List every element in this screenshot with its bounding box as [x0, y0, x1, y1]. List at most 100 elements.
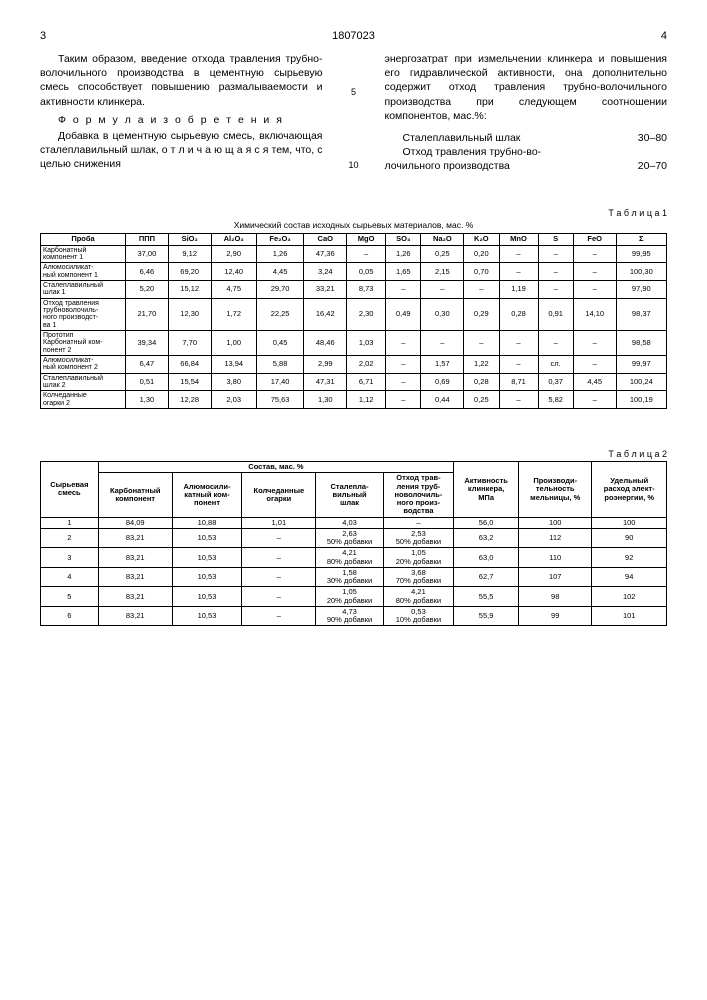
t1-cell: –	[499, 245, 538, 263]
t1-cell: 33,21	[304, 281, 347, 299]
t1-cell: 12,30	[168, 298, 211, 330]
comp2-value: 20–70	[638, 159, 667, 173]
t1-cell: 1,30	[126, 391, 169, 409]
t2-cell: 62,7	[454, 567, 519, 587]
t2-cell: 3,68 70% добавки	[383, 567, 454, 587]
t2-cell: 0,53 10% добавки	[383, 606, 454, 626]
table-row: Отход травления трубноволочиль- ного про…	[41, 298, 667, 330]
para-3: энергозатрат при измельчении клинкера и …	[385, 52, 668, 123]
t2-cell: 101	[592, 606, 667, 626]
t1-cell: –	[464, 331, 499, 356]
column-left: Таким образом, введение отхода травления…	[40, 52, 323, 173]
t2-cell: 99	[518, 606, 591, 626]
t2-cell: 63,2	[454, 528, 519, 548]
t1-cell: 37,00	[126, 245, 169, 263]
t2-cell: 102	[592, 587, 667, 607]
t1-cell: –	[386, 391, 421, 409]
t1-cell: 1,22	[464, 356, 499, 374]
t1-cell: 99,95	[616, 245, 666, 263]
t2-cell: 6	[41, 606, 99, 626]
t2-header-sub: Алюмосили- катный ком- понент	[172, 473, 241, 517]
t2-cell: 2	[41, 528, 99, 548]
t2-cell: 4,21 80% добавки	[316, 548, 383, 568]
t2-cell: 98	[518, 587, 591, 607]
t2-cell: 5	[41, 587, 99, 607]
t1-cell: 6,46	[126, 263, 169, 281]
t1-cell: 5,20	[126, 281, 169, 299]
table-row: 184,0910,881,014,03–56,0100100	[41, 517, 667, 528]
t1-cell: –	[573, 281, 616, 299]
t2-header-right: Производи- тельность мельницы, %	[518, 462, 591, 518]
t2-cell: 4,21 80% добавки	[383, 587, 454, 607]
t2-cell: 4,73 90% добавки	[316, 606, 383, 626]
table-row: Алюмосиликат- ный компонент 26,4766,8413…	[41, 356, 667, 374]
body-columns: Таким образом, введение отхода травления…	[40, 52, 667, 173]
t1-cell: 75,63	[256, 391, 304, 409]
t2-cell: 100	[518, 517, 591, 528]
t1-cell: 2,30	[347, 298, 386, 330]
t1-header-cell: Fe₂O₃	[256, 234, 304, 245]
t1-cell: 6,71	[347, 373, 386, 391]
t1-cell: 2,99	[304, 356, 347, 374]
page-num-right: 4	[661, 30, 667, 42]
table-row: Карбонатный компонент 137,009,122,901,26…	[41, 245, 667, 263]
t2-cell: 107	[518, 567, 591, 587]
table-row: Прототип Карбонатный ком- понент 239,347…	[41, 331, 667, 356]
t1-cell: 9,12	[168, 245, 211, 263]
t1-header-cell: MgO	[347, 234, 386, 245]
t1-header-cell: ППП	[126, 234, 169, 245]
t1-cell: –	[421, 331, 464, 356]
table-2: Сырьевая смесьСостав, мас. %Активность к…	[40, 461, 667, 626]
t1-cell: –	[386, 281, 421, 299]
t1-cell: 1,57	[421, 356, 464, 374]
t2-cell: 1,05 20% добавки	[316, 587, 383, 607]
t2-cell: 92	[592, 548, 667, 568]
t2-cell: 4,03	[316, 517, 383, 528]
t1-cell: 1,03	[347, 331, 386, 356]
t2-header-right: Удельный расход элект- роэнергии, %	[592, 462, 667, 518]
t2-cell: 2,63 50% добавки	[316, 528, 383, 548]
t1-cell: 0,91	[538, 298, 573, 330]
t1-cell: 0,05	[347, 263, 386, 281]
t2-header-sub: Колчеданные огарки	[242, 473, 316, 517]
t1-cell: 12,28	[168, 391, 211, 409]
t1-cell: 7,70	[168, 331, 211, 356]
t1-cell: –	[499, 391, 538, 409]
t2-cell: 3	[41, 548, 99, 568]
t1-cell: 13,94	[211, 356, 256, 374]
t1-cell: –	[386, 373, 421, 391]
t2-cell: 83,21	[98, 567, 172, 587]
t1-cell: 0,28	[464, 373, 499, 391]
t1-cell: 5,88	[256, 356, 304, 374]
t2-header-sub: Сталепла- вильный шлак	[316, 473, 383, 517]
t2-cell: 56,0	[454, 517, 519, 528]
t1-cell: 100,19	[616, 391, 666, 409]
t1-cell: –	[573, 331, 616, 356]
t1-cell: 14,10	[573, 298, 616, 330]
t1-cell: 1,12	[347, 391, 386, 409]
t1-cell: –	[347, 245, 386, 263]
table1-subtitle: Химический состав исходных сырьевых мате…	[40, 220, 667, 230]
t2-cell: 10,53	[172, 606, 241, 626]
t2-cell: 10,53	[172, 587, 241, 607]
comp2-label: Отход травления трубно-во- лочильного пр…	[385, 145, 542, 173]
t1-cell: 3,24	[304, 263, 347, 281]
t1-header-cell: Al₂O₃	[211, 234, 256, 245]
t2-cell: 63,0	[454, 548, 519, 568]
t1-cell: 99,97	[616, 356, 666, 374]
patent-number: 1807023	[332, 30, 375, 42]
t2-header-right: Активность клинкера, МПа	[454, 462, 519, 518]
para-2: Добавка в цементную сырьевую смесь, вклю…	[40, 129, 323, 172]
table-row: 683,2110,53–4,73 90% добавки0,53 10% доб…	[41, 606, 667, 626]
table-row: 283,2110,53–2,63 50% добавки2,53 50% доб…	[41, 528, 667, 548]
table2-caption: Т а б л и ц а 2	[40, 449, 667, 459]
t2-cell: 55,9	[454, 606, 519, 626]
t2-cell: 1,05 20% добавки	[383, 548, 454, 568]
t2-cell: 10,53	[172, 567, 241, 587]
page-header: 3 1807023 4	[40, 30, 667, 42]
t1-cell: 21,70	[126, 298, 169, 330]
t1-row-label: Сталеплавильный шлак 2	[41, 373, 126, 391]
t1-cell: 0,45	[256, 331, 304, 356]
t1-row-label: Карбонатный компонент 1	[41, 245, 126, 263]
page-num-left: 3	[40, 30, 46, 42]
